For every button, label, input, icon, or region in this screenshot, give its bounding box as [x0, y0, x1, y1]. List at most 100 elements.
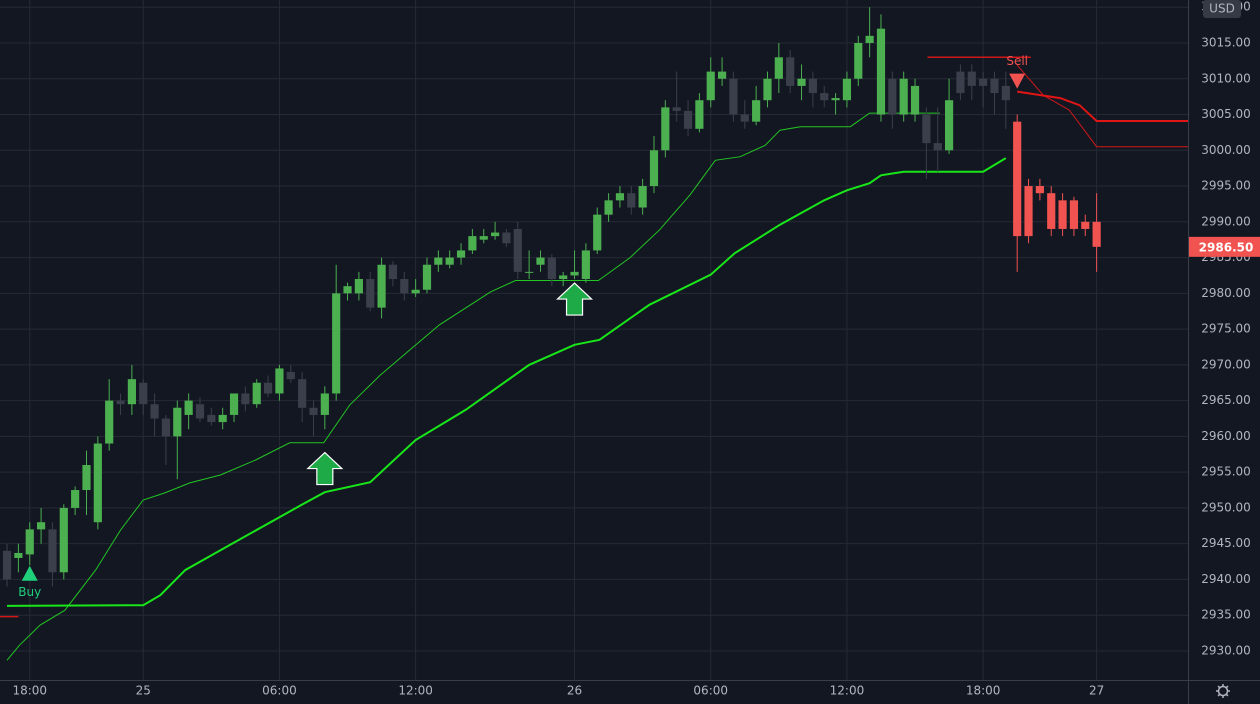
- candles: [2, 7, 1101, 587]
- y-tick-label: 2940.00: [1201, 572, 1251, 586]
- candle-body: [434, 257, 443, 265]
- candle-body: [593, 214, 602, 251]
- candle-body: [581, 250, 590, 280]
- candle-body: [865, 35, 874, 43]
- gear-tooth: [1226, 685, 1229, 688]
- candle-body: [854, 42, 863, 79]
- candle-body: [536, 257, 545, 265]
- candle-body: [1069, 200, 1079, 229]
- candle-body: [116, 400, 125, 405]
- arrow-marker: [306, 451, 344, 486]
- candle-body: [411, 289, 420, 294]
- candle-body: [513, 228, 522, 272]
- candle-body: [490, 232, 500, 237]
- x-tick-label: 25: [136, 684, 151, 698]
- y-tick-label: 2980.00: [1201, 286, 1251, 300]
- gear-tooth: [1217, 685, 1220, 688]
- candle-body: [831, 98, 840, 101]
- candle-body: [1013, 121, 1022, 237]
- candle-body: [286, 372, 295, 380]
- candle-body: [729, 78, 738, 115]
- candle-body: [25, 529, 34, 555]
- candle-body: [343, 286, 352, 294]
- x-tick-label: 18:00: [966, 684, 1001, 698]
- candle-body: [1047, 193, 1056, 229]
- last-price-label: 2986.50: [1199, 240, 1254, 254]
- candle-body: [139, 382, 148, 405]
- candle-body: [786, 57, 795, 86]
- gear-tooth: [1217, 694, 1220, 697]
- candle-body: [422, 264, 432, 290]
- candle-body: [400, 279, 409, 294]
- gear-ring: [1217, 685, 1229, 697]
- candle-body: [842, 78, 852, 101]
- candle-body: [161, 418, 171, 437]
- candle-body: [1024, 186, 1033, 237]
- candle-body: [944, 100, 954, 151]
- candle-body: [547, 257, 556, 280]
- candle-body: [706, 71, 715, 101]
- candle-body: [275, 368, 284, 394]
- indicator-line: [6, 112, 940, 661]
- candle-body: [683, 110, 693, 129]
- x-tick-label: 27: [1089, 684, 1104, 698]
- currency-badge: [1203, 0, 1241, 18]
- candle-body: [37, 522, 46, 530]
- candle-body: [48, 529, 57, 573]
- gear-tooth: [1226, 694, 1229, 697]
- candle-body: [502, 232, 511, 244]
- x-tick-label: 06:00: [693, 684, 728, 698]
- signal-label: Buy: [18, 585, 41, 599]
- candle-body: [173, 407, 182, 437]
- settings-button[interactable]: [1216, 684, 1230, 698]
- y-tick-label: 2970.00: [1201, 357, 1251, 371]
- candle-body: [615, 193, 625, 201]
- candle-body: [638, 186, 647, 208]
- y-tick-label: 2960.00: [1201, 429, 1251, 443]
- candle-body: [82, 464, 91, 491]
- y-tick-label: 2935.00: [1201, 608, 1251, 622]
- candle-body: [252, 382, 261, 405]
- candle-body: [717, 71, 727, 79]
- candle-body: [377, 264, 386, 308]
- x-tick-label: 26: [567, 684, 582, 698]
- signal-marker: [21, 565, 38, 581]
- candle-body: [105, 400, 114, 444]
- x-tick-label: 12:00: [830, 684, 865, 698]
- candle-body: [150, 404, 159, 419]
- candle-body: [820, 93, 829, 101]
- y-tick-label: 2955.00: [1201, 465, 1251, 479]
- candle-body: [14, 552, 23, 558]
- indicator-line: [6, 157, 1007, 607]
- candle-body: [445, 257, 454, 265]
- y-tick-label: 3005.00: [1201, 107, 1251, 121]
- candle-body: [366, 279, 375, 308]
- candle-body: [956, 71, 965, 94]
- candle-body: [184, 400, 193, 415]
- y-tick-label: 2965.00: [1201, 393, 1251, 407]
- candle-body: [1058, 200, 1067, 229]
- candle-body: [899, 78, 908, 115]
- candle-body: [264, 382, 273, 394]
- candle-body: [763, 78, 772, 101]
- candle-body: [1035, 186, 1044, 194]
- candle-body: [332, 293, 341, 394]
- indicator-line: [1016, 64, 1188, 148]
- y-tick-label: 3000.00: [1201, 143, 1251, 157]
- candle-body: [127, 379, 136, 405]
- candle-body: [71, 490, 80, 508]
- signal-label: Sell: [1006, 54, 1028, 68]
- candle-body: [298, 379, 307, 408]
- candle-body: [797, 78, 806, 86]
- candle-body: [752, 100, 761, 122]
- candle-body: [990, 78, 999, 94]
- candle-body: [320, 393, 329, 415]
- candle-body: [241, 393, 250, 405]
- y-tick-label: 2975.00: [1201, 322, 1251, 336]
- candle-body: [1092, 221, 1101, 247]
- candle-body: [910, 85, 920, 115]
- candle-body: [456, 250, 466, 258]
- candle-body: [2, 550, 12, 580]
